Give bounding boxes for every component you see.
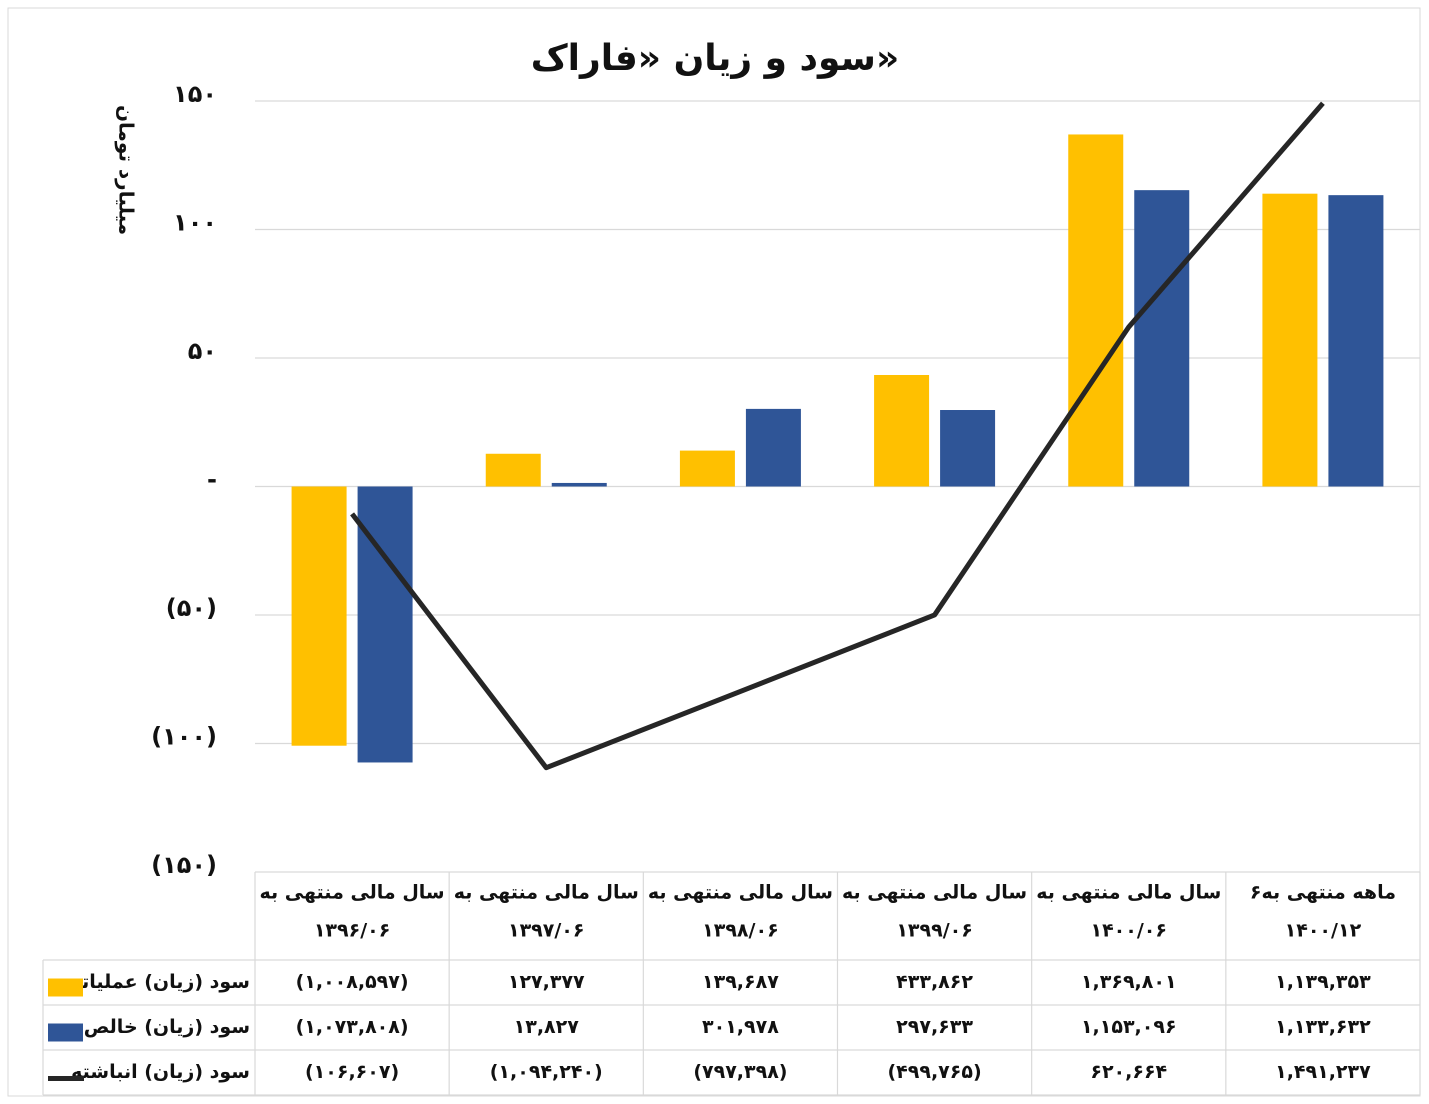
- table-value: ۱۲۷,۳۷۷: [508, 971, 585, 993]
- table-value: ۳۰۱,۹۷۸: [702, 1016, 779, 1038]
- bar: [551, 482, 607, 487]
- legend-swatch: [48, 1023, 83, 1042]
- table-value: ۱۳,۸۲۷: [514, 1016, 580, 1038]
- table-value: ۱,۱۳۹,۳۵۳: [1275, 971, 1371, 993]
- x-tick-label: ۱۴۰۰/۰۶: [1090, 920, 1167, 942]
- legend-label: سود (زیان) عملیاتی: [63, 971, 250, 993]
- table-value: ۶۲۰,۶۶۴: [1090, 1061, 1167, 1083]
- x-tick-label: ۱۳۹۶/۰۶: [314, 920, 391, 942]
- y-tick-label: (۱۵۰): [151, 851, 217, 879]
- table-value: ۲۹۷,۶۳۳: [896, 1016, 973, 1038]
- chart-title: سود و زیان «فاراک»: [531, 38, 899, 79]
- x-tick-label: سال مالی منتهی به: [648, 882, 833, 904]
- legend-swatch: [48, 978, 83, 997]
- table-value: ۴۳۳,۸۶۲: [896, 971, 973, 993]
- bar: [1328, 195, 1384, 487]
- legend-label: سود (زیان) انباشته: [71, 1061, 250, 1083]
- bar: [1068, 134, 1124, 487]
- x-tick-label: ۱۳۹۷/۰۶: [508, 920, 585, 942]
- bar: [940, 410, 996, 487]
- y-tick-label: ۵۰: [188, 337, 217, 365]
- bar: [745, 408, 801, 487]
- y-axis-label: میلیارد تومان: [115, 105, 139, 235]
- table-value: (۱,۰۷۳,۸۰۸): [296, 1016, 409, 1038]
- bar: [1262, 193, 1318, 487]
- table-value: (۷۹۷,۳۹۸): [693, 1061, 787, 1083]
- x-tick-label: ۱۴۰۰/۱۲: [1285, 920, 1362, 942]
- y-tick-label: (۵۰): [166, 594, 217, 622]
- y-tick-label: ۱۰۰: [173, 209, 217, 237]
- bar: [291, 486, 347, 746]
- legend-label: سود (زیان) خالص: [84, 1016, 250, 1038]
- chart-border: [7, 7, 1421, 1097]
- x-tick-label: سال مالی منتهی به: [454, 882, 639, 904]
- line: [350, 101, 1325, 771]
- x-tick-label: سال مالی منتهی به: [842, 882, 1027, 904]
- y-tick-label: -: [207, 466, 217, 494]
- x-tick-label: ۶ماهه منتهی به: [1250, 882, 1396, 904]
- table-value: (۱,۰۹۴,۲۴۰): [490, 1061, 603, 1083]
- x-tick-label: سال مالی منتهی به: [1036, 882, 1221, 904]
- table-value: ۱,۱۵۳,۰۹۶: [1081, 1016, 1177, 1038]
- table-value: (۴۹۹,۷۶۵): [887, 1061, 981, 1083]
- y-tick-label: ۱۵۰: [173, 80, 217, 108]
- table-value: ۱۳۹,۶۸۷: [702, 971, 779, 993]
- table-value: (۱,۰۰۸,۵۹۷): [296, 971, 409, 993]
- table-value: ۱,۳۶۹,۸۰۱: [1081, 971, 1177, 993]
- bar: [874, 374, 930, 487]
- table-value: ۱,۴۹۱,۲۳۷: [1275, 1061, 1371, 1083]
- bar: [485, 453, 541, 487]
- table-value: ۱,۱۳۳,۶۳۲: [1275, 1016, 1371, 1038]
- x-tick-label: ۱۳۹۹/۰۶: [896, 920, 973, 942]
- bar: [1134, 190, 1190, 487]
- table-value: (۱۰۶,۶۰۷): [305, 1061, 399, 1083]
- x-tick-label: ۱۳۹۸/۰۶: [702, 920, 779, 942]
- bar: [679, 450, 735, 487]
- x-tick-label: سال مالی منتهی به: [260, 882, 445, 904]
- y-tick-label: (۱۰۰): [151, 723, 217, 751]
